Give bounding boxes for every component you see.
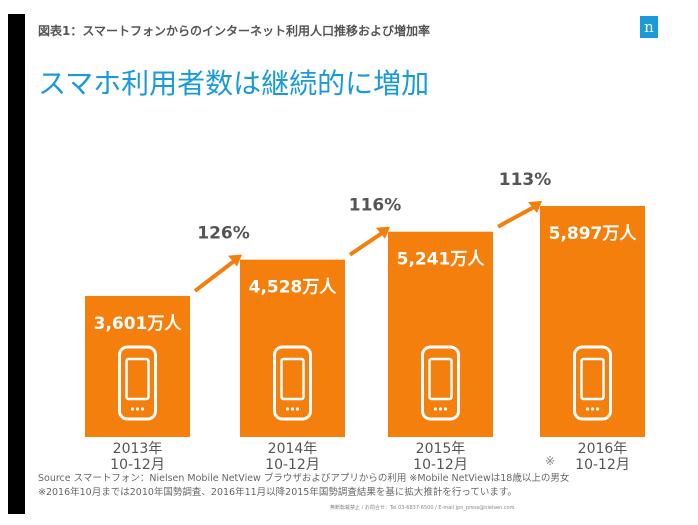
arrowhead-icon [528, 201, 542, 213]
footnote-mark: ※ [545, 454, 556, 468]
left-accent-bar [8, 14, 25, 514]
arrowhead-icon [228, 254, 242, 267]
smartphone-dot [585, 407, 590, 411]
year-label: 2014年 [267, 441, 318, 457]
growth-rate-label: 126% [197, 224, 250, 244]
period-label: 10-12月 [265, 457, 320, 473]
smartphone-dot [295, 407, 300, 411]
bar [388, 231, 493, 437]
smartphone-dot [130, 407, 135, 411]
growth-rate-label: 116% [349, 196, 402, 216]
smartphone-icon [118, 345, 157, 421]
bar [85, 295, 190, 437]
estimation-note: ※2016年10月までは2010年国勢調査、2016年11月以降2015年国勢調… [38, 487, 517, 498]
bar-value-label: 5,241万人 [397, 250, 486, 270]
smartphone-dot [590, 407, 595, 411]
smartphone-dot [433, 407, 438, 411]
contact-info: 無断転載禁止 / お問合せ：Tel 03-6837-6500 / E-mail … [330, 505, 515, 511]
x-axis-label: 2013年 10-12月 [83, 441, 193, 473]
smartphone-screen [428, 357, 453, 401]
page-title: スマホ利用者数は継続的に増加 [38, 67, 430, 100]
bar-value-label: 5,897万人 [549, 224, 638, 244]
smartphone-dot [135, 407, 140, 411]
year-label: 2015年 [415, 441, 466, 457]
smartphone-icon [573, 345, 612, 421]
smartphone-screen [125, 357, 150, 401]
smartphone-dot [595, 407, 600, 411]
smartphone-screen [280, 357, 305, 401]
growth-arrow [348, 230, 386, 257]
period-label: 10-12月 [110, 457, 165, 473]
source-note: Source スマートフォン：Nielsen Mobile NetView ブラ… [38, 473, 570, 484]
x-axis-label: 2016年 10-12月 [548, 441, 658, 473]
smartphone-dot [285, 407, 290, 411]
smartphone-icon [273, 345, 312, 421]
smartphone-icon [421, 345, 460, 421]
bar-value-label: 3,601万人 [94, 314, 183, 334]
growth-arrow [193, 258, 238, 293]
x-axis-label: 2015年 10-12月 [386, 441, 496, 473]
smartphone-dot [290, 407, 295, 411]
x-axis-label: 2014年 10-12月 [238, 441, 348, 473]
smartphone-dot [140, 407, 145, 411]
period-label: 10-12月 [413, 457, 468, 473]
growth-rate-label: 113% [499, 170, 552, 190]
year-label: 2016年 [577, 441, 628, 457]
smartphone-dot [438, 407, 443, 411]
smartphone-dot [443, 407, 448, 411]
growth-arrow [497, 204, 537, 229]
figure-caption: 図表1：スマートフォンからのインターネット利用人口推移および増加率 [38, 24, 430, 38]
nielsen-logo: n [640, 16, 658, 38]
year-label: 2013年 [112, 441, 163, 457]
period-label: 10-12月 [575, 457, 630, 473]
arrowhead-icon [376, 226, 390, 239]
bar-value-label: 4,528万人 [249, 278, 338, 298]
smartphone-screen [580, 357, 605, 401]
